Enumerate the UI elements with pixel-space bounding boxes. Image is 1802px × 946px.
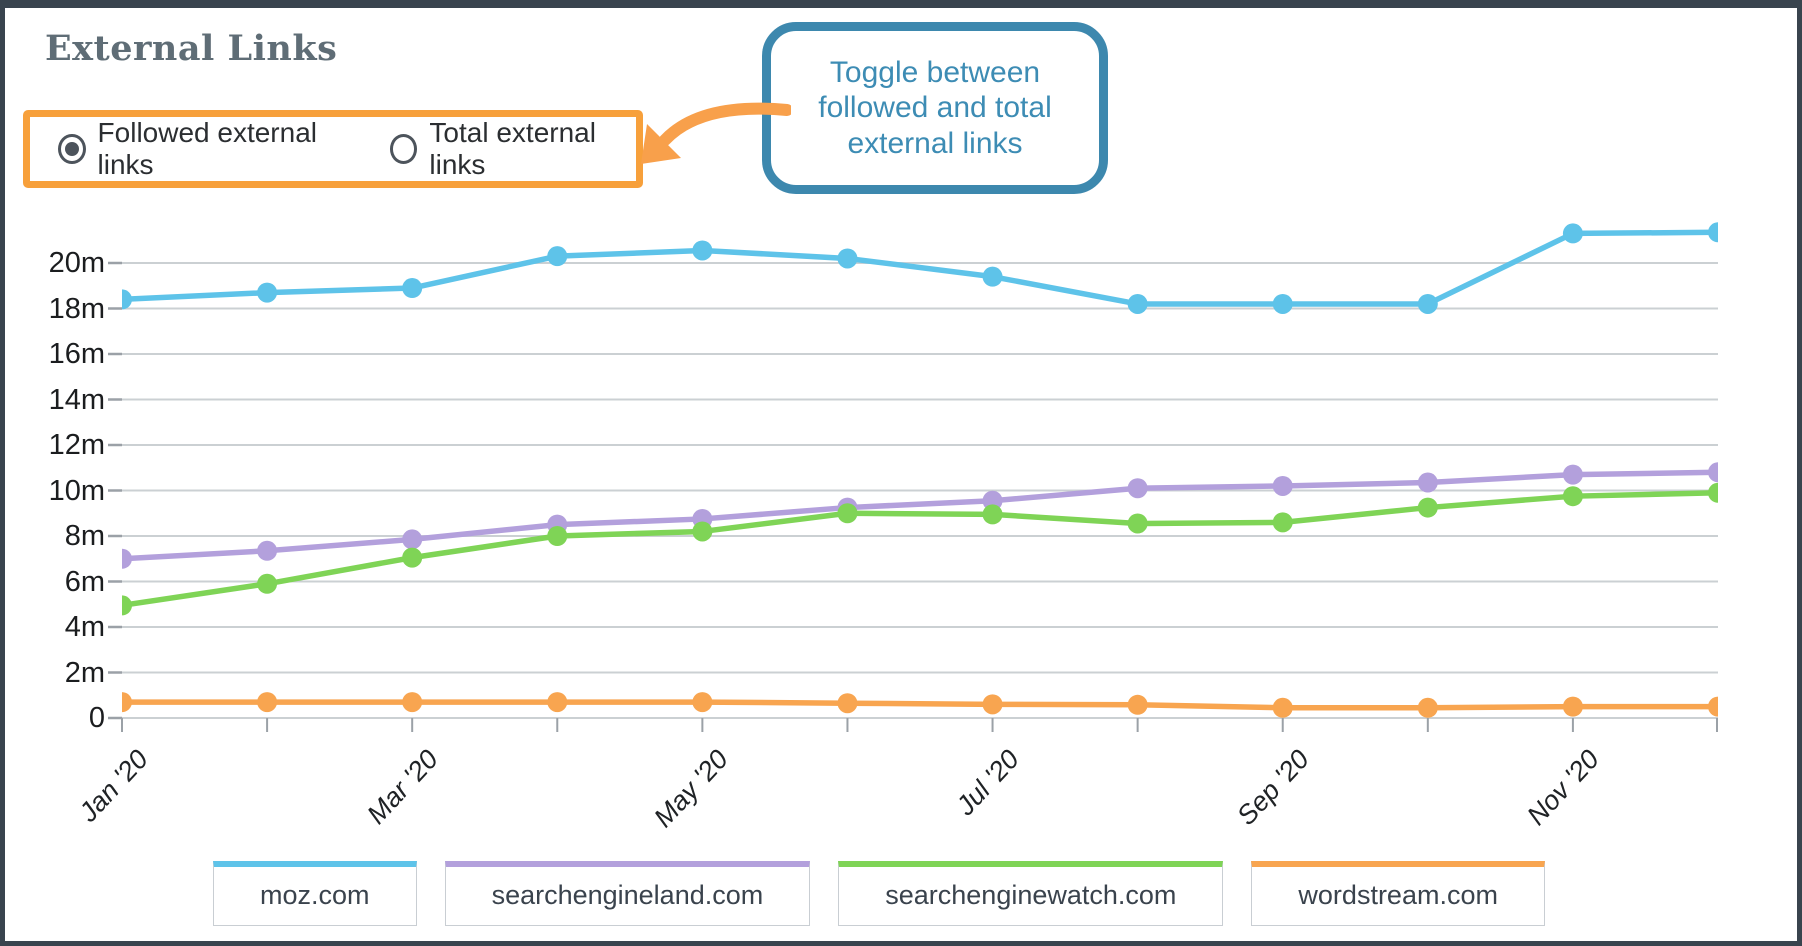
data-point[interactable]: [112, 692, 132, 713]
radio-label: Total external links: [429, 117, 596, 180]
series-wordstream.com: [112, 692, 1718, 718]
radio-selected-icon[interactable]: [58, 134, 86, 164]
y-axis-label: 18m: [48, 292, 105, 325]
x-axis-label: Nov '20: [1521, 744, 1605, 831]
data-point[interactable]: [1127, 293, 1148, 314]
series-searchenginewatch.com: [112, 482, 1718, 616]
x-axis-label: Jan '20: [73, 744, 154, 828]
data-point[interactable]: [837, 248, 858, 269]
series-line: [122, 490, 1718, 609]
data-point[interactable]: [1417, 697, 1438, 718]
data-point[interactable]: [1417, 497, 1438, 518]
data-point[interactable]: [1127, 478, 1148, 499]
data-point[interactable]: [547, 246, 568, 267]
legend-item-searchengineland[interactable]: searchengineland.com: [444, 861, 811, 926]
data-point[interactable]: [837, 693, 858, 714]
data-point[interactable]: [692, 692, 713, 713]
legend-item-wordstream[interactable]: wordstream.com: [1251, 861, 1545, 926]
plot-area[interactable]: [108, 221, 1718, 743]
data-point[interactable]: [1272, 697, 1293, 718]
data-point[interactable]: [112, 595, 132, 616]
data-point[interactable]: [257, 692, 278, 713]
y-axis-label: 12m: [48, 429, 105, 461]
x-axis-label: Sep '20: [1230, 744, 1315, 831]
link-type-toggle-group: Followed external links Total external l…: [23, 110, 643, 188]
data-point[interactable]: [1272, 475, 1293, 496]
series-moz.com: [112, 222, 1718, 314]
data-point[interactable]: [112, 289, 132, 310]
y-axis-label: 0: [88, 702, 105, 734]
data-point[interactable]: [402, 529, 423, 550]
data-point[interactable]: [547, 526, 568, 546]
data-point[interactable]: [402, 547, 423, 568]
y-axis-label: 10m: [48, 474, 105, 507]
data-point[interactable]: [257, 573, 278, 594]
data-point[interactable]: [982, 266, 1003, 287]
y-axis-label: 8m: [64, 520, 105, 552]
data-point[interactable]: [1417, 472, 1438, 493]
y-axis-label: 20m: [48, 247, 105, 279]
data-point[interactable]: [1562, 486, 1583, 507]
data-point[interactable]: [1562, 696, 1583, 717]
y-axis-label: 4m: [64, 611, 105, 643]
data-point[interactable]: [1708, 462, 1718, 483]
data-point[interactable]: [692, 521, 713, 542]
data-point[interactable]: [547, 692, 568, 713]
line-chart: 0 2m 4m 6m 8m 10m 12m 14m 16m 18m 20m Jan '20 Mar '2…: [5, 221, 1797, 833]
data-point[interactable]: [257, 282, 278, 303]
radio-total-external-links[interactable]: Total external links: [389, 117, 636, 181]
data-point[interactable]: [692, 240, 713, 261]
data-point[interactable]: [1272, 293, 1293, 314]
y-axis-label: 16m: [48, 338, 105, 370]
chart-legend: moz.com searchengineland.com searchengin…: [5, 861, 1753, 926]
x-axis-label: Jul '20: [949, 744, 1025, 821]
legend-item-moz[interactable]: moz.com: [213, 861, 417, 926]
radio-followed-external-links[interactable]: Followed external links: [58, 117, 352, 181]
series-line: [122, 699, 1718, 711]
series-line: [122, 229, 1718, 307]
data-point[interactable]: [982, 694, 1003, 715]
data-point[interactable]: [1127, 513, 1148, 534]
data-point[interactable]: [1708, 222, 1718, 243]
data-point[interactable]: [1417, 293, 1438, 314]
annotation-callout: Toggle between followed and total extern…: [762, 22, 1108, 194]
annotation-arrow-icon: [641, 102, 791, 164]
data-point[interactable]: [402, 692, 423, 713]
x-axis-label: May '20: [648, 744, 735, 833]
data-point[interactable]: [1127, 694, 1148, 715]
data-point[interactable]: [1708, 482, 1718, 503]
data-point[interactable]: [1562, 223, 1583, 244]
data-point[interactable]: [837, 503, 858, 524]
y-axis-label: 2m: [64, 656, 105, 689]
data-point[interactable]: [1562, 464, 1583, 485]
y-axis-label: 14m: [48, 383, 105, 416]
radio-unselected-icon[interactable]: [389, 134, 418, 164]
data-point[interactable]: [112, 548, 132, 569]
data-point[interactable]: [1708, 696, 1718, 717]
y-axis-label: 6m: [64, 565, 105, 598]
annotation-callout-text: Toggle between followed and total extern…: [818, 56, 1052, 160]
data-point[interactable]: [402, 278, 423, 299]
legend-item-searchenginewatch[interactable]: searchenginewatch.com: [838, 861, 1224, 926]
series-line: [122, 469, 1718, 562]
data-point[interactable]: [1272, 512, 1293, 533]
page-title: External Links: [45, 28, 338, 69]
radio-label: Followed external links: [97, 117, 317, 180]
data-point[interactable]: [982, 504, 1003, 525]
x-axis-label: Mar '20: [361, 744, 445, 830]
data-point[interactable]: [257, 540, 278, 561]
